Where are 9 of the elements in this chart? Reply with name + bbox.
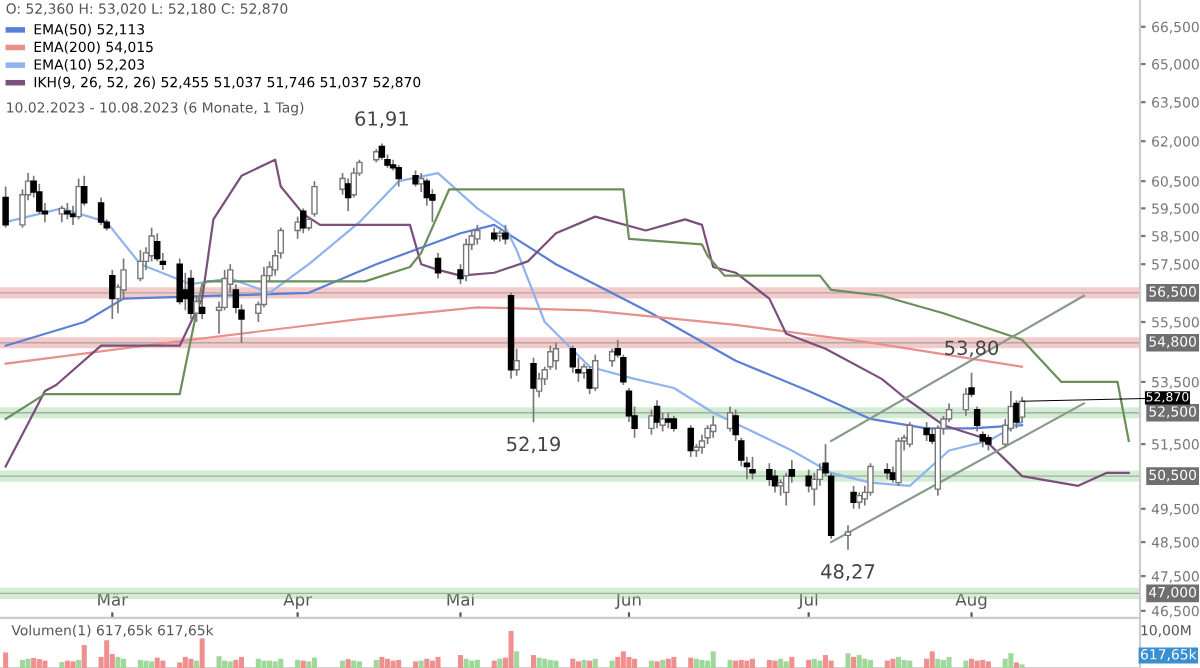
x-tick-label: Mai — [447, 592, 474, 606]
x-tick-label: Aug — [955, 593, 987, 610]
x-tick-label: Jul — [797, 592, 818, 609]
annotation: 61,91 — [355, 111, 408, 128]
x-tick-label: Jun — [615, 593, 641, 609]
x-tick-label: Apr — [283, 593, 313, 610]
x-tick-label: Mär — [98, 592, 129, 606]
annotation: 48,27 — [821, 564, 875, 581]
annotation: 52,19 — [507, 436, 560, 454]
